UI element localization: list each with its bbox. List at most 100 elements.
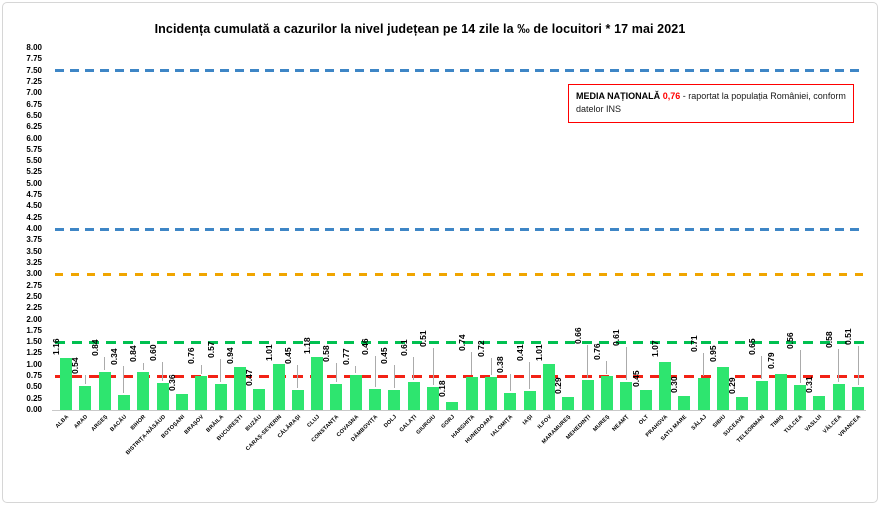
y-tick-label: 1.50	[26, 337, 42, 347]
bar	[427, 386, 440, 410]
bar	[195, 375, 208, 410]
bar-value-label: 0.76	[591, 343, 602, 360]
y-tick-label: 7.25	[26, 76, 42, 86]
y-tick-label: 2.00	[26, 314, 42, 324]
bar-value-label: 0.84	[89, 339, 100, 356]
bar-value-label: 0.77	[340, 348, 351, 366]
bar	[755, 380, 768, 410]
bar-value-label: 0.29	[727, 377, 738, 394]
leader-line	[84, 374, 86, 384]
leader-line	[432, 347, 434, 385]
bar	[658, 361, 671, 410]
threshold-line	[55, 340, 865, 344]
bar	[98, 371, 111, 410]
bar	[832, 383, 845, 410]
bar-value-label: 0.56	[785, 332, 796, 349]
bar	[678, 396, 691, 410]
y-tick-label: 3.00	[26, 269, 42, 279]
bar	[311, 356, 324, 410]
y-tick-label: 2.25	[26, 303, 42, 313]
bar-value-label: 0.66	[572, 327, 583, 345]
leader-line	[490, 358, 492, 376]
leader-line	[355, 366, 357, 374]
bar	[137, 371, 150, 410]
y-tick-label: 4.50	[26, 201, 42, 211]
leader-line	[857, 345, 859, 385]
bar-value-label: 0.58	[321, 345, 332, 362]
leader-line	[200, 364, 202, 374]
bar-value-label: 0.72	[476, 340, 487, 358]
y-tick-label: 7.50	[26, 65, 42, 75]
bar-value-label: 0.79	[765, 352, 776, 370]
chart-title: Incidența cumulată a cazurilor la nivel …	[154, 22, 686, 36]
y-tick-label: 3.50	[26, 246, 42, 256]
threshold-line	[55, 374, 865, 378]
y-tick-label: 5.25	[26, 167, 42, 177]
leader-line	[509, 373, 511, 391]
bar	[465, 376, 478, 410]
bar-value-label: 0.34	[108, 348, 119, 365]
bar-value-label: 1.07	[649, 340, 660, 357]
national-average-annotation: MEDIA NAȚIONALĂ 0,76 - raportat la popul…	[568, 84, 854, 124]
leader-line	[413, 357, 415, 381]
leader-line	[703, 352, 705, 376]
bar-value-label: 0.46	[360, 338, 371, 356]
bar-value-label: 1.01	[534, 344, 544, 362]
bar-value-label: 0.94	[224, 347, 235, 365]
bar	[639, 389, 652, 410]
y-tick-label: 4.75	[26, 190, 42, 200]
bar	[349, 375, 362, 410]
y-tick-label: 2.75	[26, 280, 42, 290]
bar	[175, 393, 188, 410]
annotation-value: 0,76	[662, 91, 681, 101]
bar-value-label: 0.36	[166, 374, 177, 391]
bar	[581, 380, 594, 410]
bar	[272, 364, 285, 410]
bar	[233, 367, 246, 410]
leader-line	[799, 349, 801, 383]
bar-value-label: 0.84	[128, 345, 139, 362]
y-tick-label: 5.00	[26, 178, 42, 188]
leader-line	[393, 364, 395, 388]
y-tick-label: 3.75	[26, 235, 42, 245]
leader-line	[297, 364, 299, 388]
threshold-line	[55, 69, 865, 73]
bar-value-label: 0.95	[707, 345, 718, 362]
bar	[543, 364, 555, 410]
y-tick-label: 6.00	[26, 133, 42, 143]
leader-line	[142, 362, 144, 370]
y-tick-label: 5.75	[26, 144, 42, 154]
y-tick-label: 3.25	[26, 257, 42, 267]
leader-line	[529, 362, 531, 390]
bar-value-label: 0.47	[244, 369, 255, 386]
y-tick-label: 0.25	[26, 393, 42, 403]
bar-value-label: 1.18	[302, 337, 313, 354]
bar-value-label: 1.16	[51, 337, 61, 355]
y-tick-label: 2.50	[26, 291, 42, 301]
bar-value-label: 0.45	[630, 370, 641, 387]
y-tick-label: 6.75	[26, 99, 42, 109]
bar	[813, 395, 826, 410]
bar-value-label: 0.38	[495, 356, 506, 373]
leader-line	[123, 365, 125, 393]
bar	[794, 384, 807, 410]
bar-value-label: 0.60	[147, 344, 158, 361]
y-tick-label: 1.25	[26, 348, 42, 358]
bar	[330, 383, 343, 410]
leader-line	[104, 356, 106, 370]
bar-value-label: 0.61	[611, 329, 622, 347]
bar-value-label: 0.45	[379, 347, 390, 364]
bar	[369, 389, 382, 410]
bar-value-label: 0.51	[843, 328, 854, 345]
y-tick-label: 0.00	[26, 405, 42, 414]
leader-line	[471, 351, 473, 375]
y-tick-label: 7.75	[26, 54, 42, 64]
y-tick-label: 4.25	[26, 212, 42, 222]
bar	[446, 401, 459, 410]
bar-value-label: 0.31	[804, 376, 815, 393]
bar	[852, 386, 865, 410]
bar-value-label: 0.29	[553, 377, 564, 394]
y-tick-label: 8.00	[26, 43, 42, 52]
bar	[620, 382, 633, 410]
bar-value-label: 1.01	[263, 344, 274, 362]
